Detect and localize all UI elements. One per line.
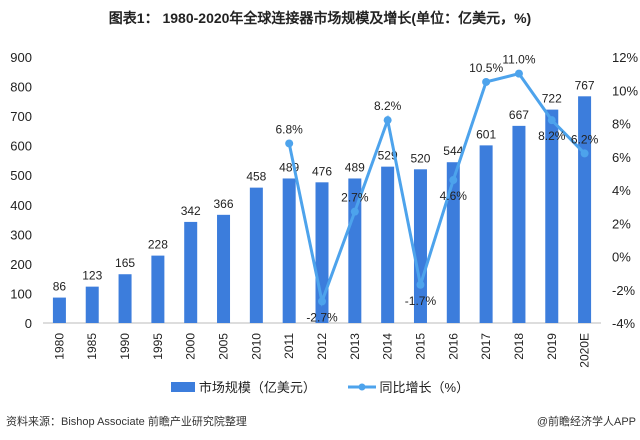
bar — [151, 255, 165, 323]
y-left-tick: 0 — [25, 316, 32, 331]
credit: @前瞻经济学人APP — [536, 416, 636, 428]
x-tick: 2016 — [446, 333, 460, 360]
growth-line — [287, 71, 586, 307]
chart-title: 图表1： 1980-2020年全球连接器市场规模及增长(单位：亿美元，%) — [108, 10, 532, 26]
legend-line-label: 同比增长（%） — [379, 380, 470, 395]
y-left-tick: 300 — [10, 227, 32, 242]
growth-point — [383, 116, 392, 125]
y-right-tick: 0% — [612, 250, 631, 265]
x-tick: 1995 — [151, 333, 165, 360]
x-tick: 2012 — [315, 333, 329, 360]
x-tick: 2010 — [249, 333, 263, 360]
x-tick: 2000 — [184, 333, 198, 360]
x-tick: 2005 — [217, 333, 231, 360]
y-left-tick: 800 — [10, 80, 32, 95]
growth-point — [318, 297, 326, 306]
bar-label: 165 — [115, 256, 135, 270]
growth-label: -2.7% — [306, 310, 338, 324]
bar-label: 86 — [53, 280, 67, 294]
bar — [118, 274, 132, 323]
growth-point — [547, 116, 556, 125]
bar — [217, 214, 231, 323]
x-tick: 1990 — [118, 333, 132, 360]
y-left-tick: 600 — [10, 139, 32, 154]
growth-label: 8.2% — [538, 129, 566, 143]
bar — [249, 187, 263, 323]
bar-label: 767 — [575, 78, 595, 92]
legend-bar: 市场规模（亿美元） — [170, 377, 316, 396]
bar — [52, 297, 66, 323]
bar-label: 458 — [246, 170, 266, 184]
x-tick: 2015 — [413, 333, 427, 360]
growth-point — [580, 149, 589, 158]
growth-label: 8.2% — [374, 99, 402, 113]
y-right-tick: -2% — [612, 283, 636, 298]
x-tick: 2019 — [545, 333, 559, 360]
legend-line-swatch — [347, 383, 376, 390]
source-note: 资料来源：Bishop Associate 前瞻产业研究院整理 — [6, 416, 247, 428]
bar-label: 476 — [312, 164, 332, 178]
growth-point — [350, 207, 359, 216]
y-right-tick: 4% — [612, 183, 631, 198]
x-tick: 2018 — [512, 333, 526, 360]
bar-label: 342 — [181, 204, 201, 218]
bar — [381, 166, 395, 323]
bar-label: 667 — [509, 108, 529, 122]
growth-label: 4.6% — [440, 189, 468, 203]
x-tick: 2020E — [578, 333, 592, 368]
bar — [348, 178, 362, 323]
bar-label: 366 — [214, 197, 234, 211]
y-left-tick: 400 — [10, 198, 32, 213]
y-left-tick: 500 — [10, 168, 32, 183]
legend-bar-swatch — [170, 381, 195, 392]
legend-line: 同比增长（%） — [347, 377, 470, 396]
legend: 市场规模（亿美元） 同比增长（%） — [0, 377, 640, 396]
y-right-tick: 2% — [612, 216, 631, 231]
legend-bar-label: 市场规模（亿美元） — [198, 380, 316, 395]
y-right-tick: 8% — [612, 117, 631, 132]
bar-label: 722 — [542, 92, 562, 106]
growth-label: 10.5% — [469, 61, 503, 75]
bar-label: 123 — [82, 269, 102, 283]
bar — [85, 286, 99, 323]
y-right-tick: 12% — [612, 50, 638, 65]
bar — [282, 178, 296, 323]
growth-label: -1.7% — [405, 294, 437, 308]
x-tick: 2013 — [348, 333, 362, 360]
growth-point — [449, 176, 458, 185]
bar-label: 601 — [476, 127, 496, 141]
growth-label: 11.0% — [502, 53, 535, 67]
bar — [184, 221, 198, 323]
bar-label: 544 — [443, 144, 463, 158]
x-tick: 1985 — [85, 333, 99, 360]
bar — [512, 125, 526, 323]
y-right-tick: 10% — [612, 83, 638, 98]
bar-label: 489 — [345, 160, 365, 174]
growth-point — [416, 280, 425, 289]
x-tick: 2014 — [381, 333, 395, 360]
y-right-tick: -4% — [612, 316, 636, 331]
bar — [446, 162, 460, 323]
y-left-tick: 700 — [10, 109, 32, 124]
x-tick: 2011 — [282, 333, 296, 359]
growth-point — [482, 77, 491, 86]
growth-label: 6.2% — [571, 132, 599, 146]
bar-label: 228 — [148, 238, 168, 252]
growth-label: 6.8% — [275, 122, 303, 136]
y-left-tick: 200 — [10, 257, 32, 272]
x-tick: 2017 — [479, 333, 493, 360]
bar — [479, 145, 493, 323]
growth-point — [514, 69, 523, 78]
y-left-tick: 900 — [10, 50, 32, 65]
growth-point — [285, 139, 294, 148]
growth-label: 2.7% — [341, 191, 369, 205]
x-tick: 1980 — [52, 333, 66, 360]
y-left-tick: 100 — [10, 286, 32, 301]
bar — [545, 109, 559, 323]
bar — [578, 96, 592, 323]
y-right-tick: 6% — [612, 150, 631, 165]
bar-label: 520 — [410, 151, 430, 165]
